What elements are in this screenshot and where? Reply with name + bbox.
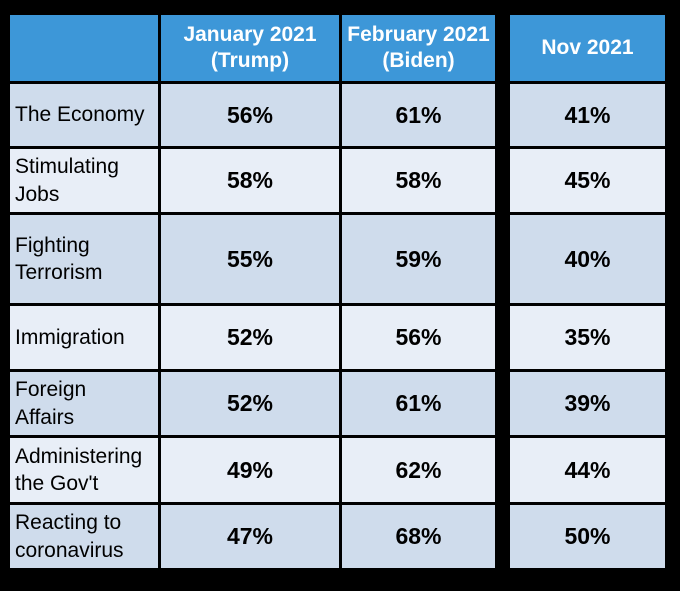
- table-row: 45%: [510, 149, 665, 212]
- value-nov-2021: 35%: [510, 306, 665, 369]
- header-jan-line1: January 2021: [183, 22, 317, 46]
- row-label: Administering the Gov't: [10, 438, 158, 502]
- table-row: Reacting to coronavirus 47% 68%: [10, 505, 495, 568]
- header-nov-2021: Nov 2021: [510, 15, 665, 81]
- table-row: The Economy 56% 61%: [10, 84, 495, 146]
- header-feb-2021: February 2021 (Biden): [342, 15, 495, 81]
- value-nov-2021: 40%: [510, 215, 665, 303]
- row-label-line: coronavirus: [15, 538, 124, 562]
- row-label-line: Affairs: [15, 405, 75, 429]
- row-label-line: Administering: [15, 444, 143, 468]
- row-label-line: The Economy: [15, 103, 145, 127]
- table-row: Immigration 52% 56%: [10, 306, 495, 369]
- header-blank-cell: [10, 15, 158, 81]
- header-feb-line2: (Biden): [382, 49, 455, 72]
- value-feb-2021: 56%: [342, 306, 495, 369]
- row-label-line: the Gov't: [15, 472, 99, 495]
- row-label: Stimulating Jobs: [10, 149, 158, 212]
- value-jan-2021: 49%: [161, 438, 339, 502]
- table-row: 44%: [510, 438, 665, 502]
- value-jan-2021: 56%: [161, 84, 339, 146]
- value-jan-2021: 58%: [161, 149, 339, 212]
- table-body-right: 41% 45% 40% 35% 39% 44% 50%: [510, 84, 665, 568]
- row-label-line: Reacting to: [15, 511, 122, 535]
- row-label-line: Stimulating: [15, 155, 119, 179]
- value-jan-2021: 52%: [161, 306, 339, 369]
- row-label: Foreign Affairs: [10, 372, 158, 435]
- value-nov-2021: 45%: [510, 149, 665, 212]
- value-feb-2021: 62%: [342, 438, 495, 502]
- table-row: Administering the Gov't 49% 62%: [10, 438, 495, 502]
- row-label-line: Fighting: [15, 233, 90, 257]
- row-label: Fighting Terrorism: [10, 215, 158, 303]
- value-feb-2021: 59%: [342, 215, 495, 303]
- table-body-left: The Economy 56% 61% Stimulating Jobs 58% 58% Fi…: [10, 84, 495, 568]
- header-feb-line1: February 2021: [347, 22, 490, 46]
- table-row: 35%: [510, 306, 665, 369]
- row-label-line: Foreign: [15, 378, 87, 402]
- table-row: Foreign Affairs 52% 61%: [10, 372, 495, 435]
- row-label: The Economy: [10, 84, 158, 146]
- value-nov-2021: 39%: [510, 372, 665, 435]
- approval-table-left: January 2021 (Trump) February 2021 (Bide…: [10, 15, 495, 568]
- table-row: Stimulating Jobs 58% 58%: [10, 149, 495, 212]
- header-row: January 2021 (Trump) February 2021 (Bide…: [10, 15, 495, 81]
- row-label: Immigration: [10, 306, 158, 369]
- row-label-line: Terrorism: [15, 261, 103, 284]
- value-jan-2021: 52%: [161, 372, 339, 435]
- table-row: 39%: [510, 372, 665, 435]
- table-row: 50%: [510, 505, 665, 568]
- header-jan-line2: (Trump): [210, 49, 290, 72]
- approval-table-right: Nov 2021 41% 45% 40% 35% 39% 44% 50%: [510, 15, 665, 568]
- header-row-right: Nov 2021: [510, 15, 665, 81]
- value-feb-2021: 58%: [342, 149, 495, 212]
- table-row: Fighting Terrorism 55% 59%: [10, 215, 495, 303]
- value-jan-2021: 55%: [161, 215, 339, 303]
- value-nov-2021: 44%: [510, 438, 665, 502]
- value-feb-2021: 61%: [342, 372, 495, 435]
- value-feb-2021: 61%: [342, 84, 495, 146]
- row-label-line: Immigration: [15, 325, 125, 349]
- value-nov-2021: 41%: [510, 84, 665, 146]
- table-row: 40%: [510, 215, 665, 303]
- value-jan-2021: 47%: [161, 505, 339, 568]
- row-label-line: Jobs: [15, 182, 60, 206]
- row-label: Reacting to coronavirus: [10, 505, 158, 568]
- value-feb-2021: 68%: [342, 505, 495, 568]
- header-jan-2021: January 2021 (Trump): [161, 15, 339, 81]
- table-row: 41%: [510, 84, 665, 146]
- value-nov-2021: 50%: [510, 505, 665, 568]
